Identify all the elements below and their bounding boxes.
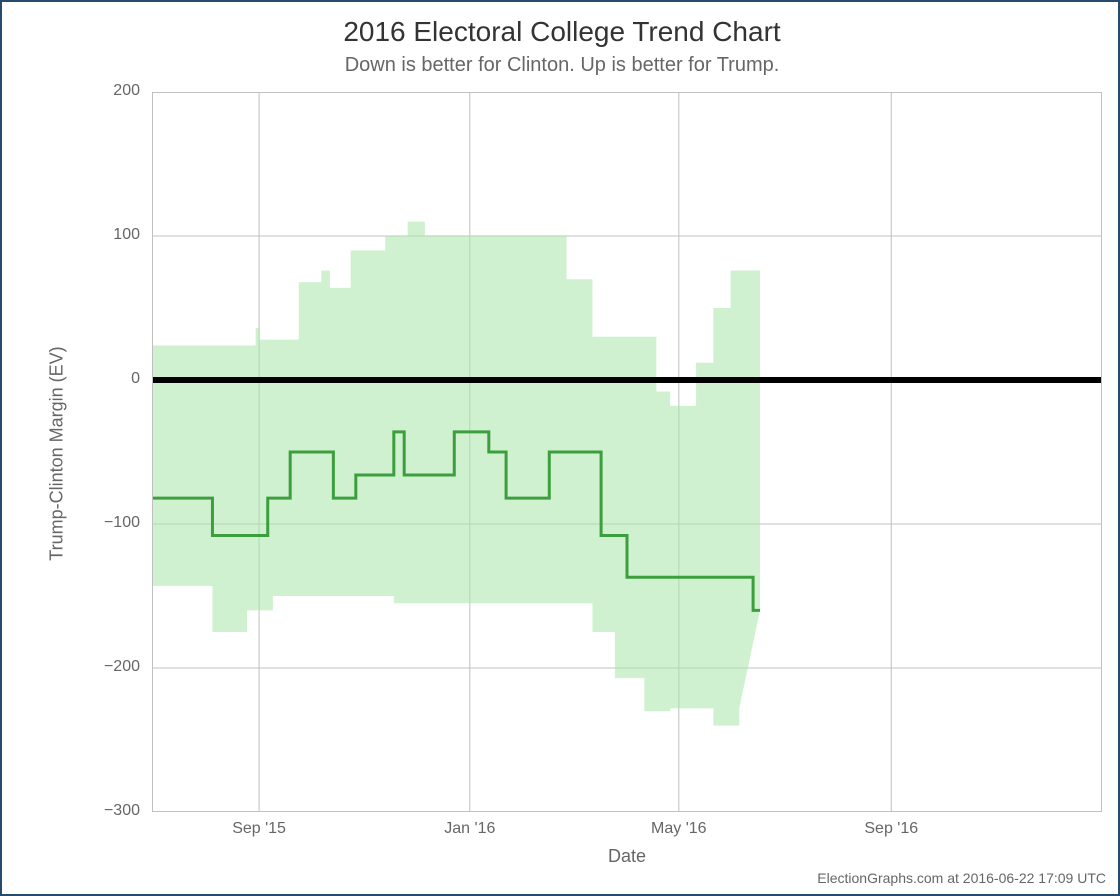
range-band xyxy=(152,222,760,726)
y-axis-label: Trump-Clinton Margin (EV) xyxy=(47,94,68,814)
y-tick-label: −300 xyxy=(2,802,140,820)
plot-area xyxy=(152,92,1102,812)
x-tick-label: Jan '16 xyxy=(410,820,530,838)
y-tick-label: 200 xyxy=(2,82,140,100)
x-tick-label: Sep '16 xyxy=(831,820,951,838)
x-axis-label: Date xyxy=(152,846,1102,867)
chart-subtitle: Down is better for Clinton. Up is better… xyxy=(2,54,1120,77)
x-tick-label: Sep '15 xyxy=(199,820,319,838)
x-tick-label: May '16 xyxy=(619,820,739,838)
chart-title: 2016 Electoral College Trend Chart xyxy=(2,16,1120,48)
y-tick-label: 0 xyxy=(2,370,140,388)
y-tick-label: −100 xyxy=(2,514,140,532)
y-tick-label: 100 xyxy=(2,226,140,244)
credits-text: ElectionGraphs.com at 2016-06-22 17:09 U… xyxy=(817,870,1106,886)
chart-frame: 2016 Electoral College Trend Chart Down … xyxy=(0,0,1120,896)
y-tick-label: −200 xyxy=(2,658,140,676)
